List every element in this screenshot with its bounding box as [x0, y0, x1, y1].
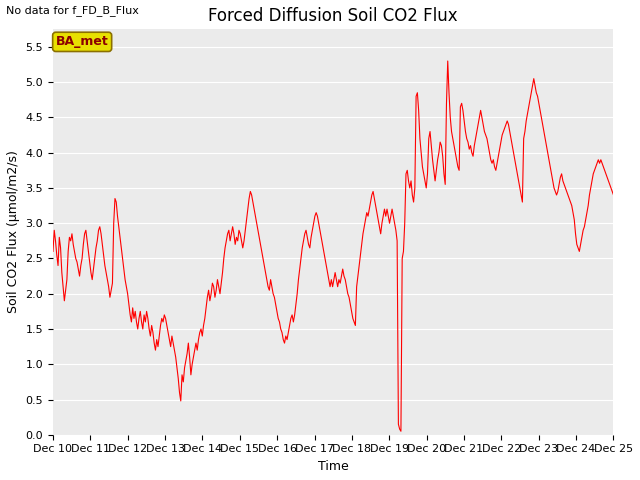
- Y-axis label: Soil CO2 Flux (μmol/m2/s): Soil CO2 Flux (μmol/m2/s): [7, 151, 20, 313]
- X-axis label: Time: Time: [318, 460, 349, 473]
- Text: BA_met: BA_met: [56, 36, 109, 48]
- Text: No data for f_FD_B_Flux: No data for f_FD_B_Flux: [6, 5, 140, 16]
- Title: Forced Diffusion Soil CO2 Flux: Forced Diffusion Soil CO2 Flux: [209, 7, 458, 25]
